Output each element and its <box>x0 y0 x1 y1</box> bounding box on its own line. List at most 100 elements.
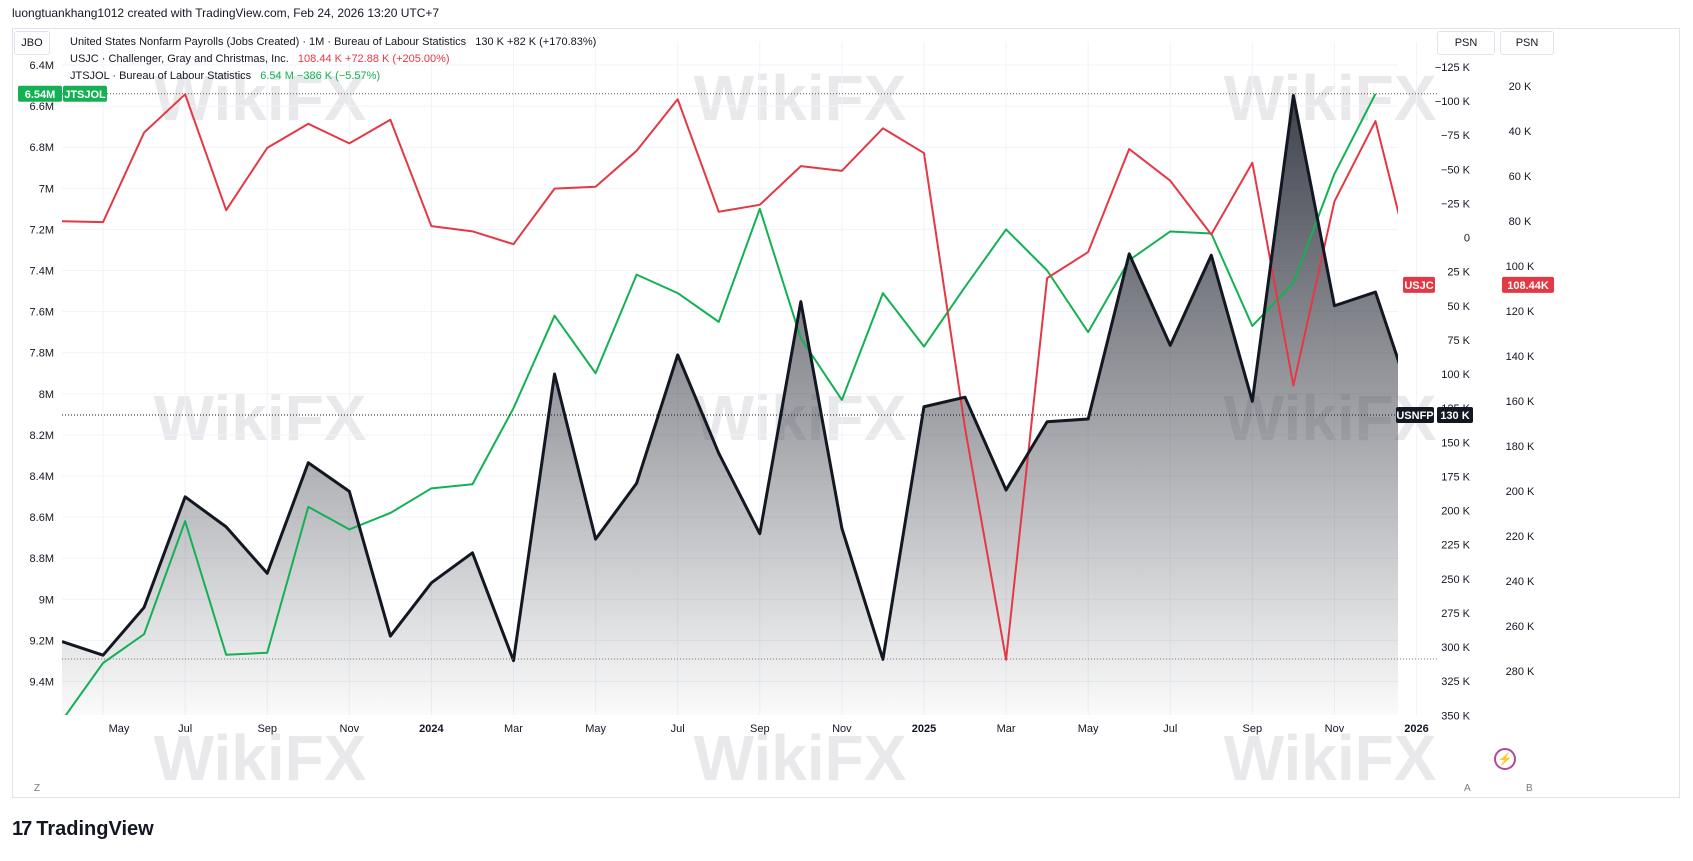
legend-item-usjc[interactable]: USJC · Challenger, Gray and Christmas, I… <box>70 51 596 68</box>
watermark: WikiFX <box>1224 722 1437 794</box>
right-axis-2-tick-label: 180 K <box>1506 441 1535 453</box>
tradingview-logo-icon: 17 <box>12 818 32 840</box>
right-axis-2-tick-label: 100 K <box>1506 261 1535 273</box>
right-axis-1-tick-label: 250 K <box>1441 574 1470 586</box>
right-scale-button-1[interactable]: PSN <box>1437 31 1495 55</box>
right-axis-2-tick-label: 120 K <box>1506 306 1535 318</box>
legend-name: USJC · Challenger, Gray and Christmas, I… <box>70 53 289 65</box>
corner-a[interactable]: A <box>1464 783 1471 794</box>
corner-z[interactable]: Z <box>34 783 41 794</box>
watermark: WikiFX <box>154 722 367 794</box>
x-axis-tick-label: 2024 <box>419 723 444 735</box>
chart-frame <box>12 28 1680 798</box>
x-axis-tick-label: Jul <box>1163 723 1177 735</box>
usjc-value-badge-bg <box>1502 276 1554 293</box>
legend-value: 130 K +82 K (+170.83%) <box>475 36 597 48</box>
x-axis-tick-label: Jul <box>671 723 685 735</box>
right-axis-1-tick-label: 325 K <box>1441 676 1470 688</box>
right-axis-1-tick-label: −75 K <box>1441 130 1471 142</box>
usnfp-value-badge-bg <box>1437 406 1473 423</box>
series-line-usnfp <box>62 94 1398 663</box>
x-axis-tick-label: Nov <box>1325 723 1345 735</box>
right-axis-1-tick-label: 200 K <box>1441 506 1470 518</box>
left-scale-button[interactable]: JBO <box>14 31 50 55</box>
left-axis-tick-label: 9M <box>39 594 54 606</box>
right-axis-2-tick-label: 20 K <box>1509 81 1532 93</box>
x-axis-tick-label: May <box>109 723 130 735</box>
right-axis-1-tick-label: 0 <box>1464 233 1470 245</box>
right-axis-2-tick-label: 40 K <box>1509 126 1532 138</box>
right-axis-2-tick-label: 220 K <box>1506 531 1535 543</box>
right-axis-2-tick-label: 80 K <box>1509 216 1532 228</box>
right-axis-2-tick-label: 60 K <box>1509 171 1532 183</box>
right-axis-1-tick-label: 25 K <box>1447 267 1470 279</box>
right-axis-1-tick-label: 50 K <box>1447 301 1470 313</box>
legend-value: 6.54 M −386 K (−5.57%) <box>260 70 381 82</box>
right-axis-1-tick-label: 225 K <box>1441 540 1470 552</box>
right-scale-button-2[interactable]: PSN <box>1500 31 1554 55</box>
x-axis-tick-label: May <box>585 723 606 735</box>
x-axis-tick-label: 2026 <box>1404 723 1428 735</box>
left-axis-tick-label: 9.4M <box>30 677 54 689</box>
right-axis-1-tick-label: 175 K <box>1441 471 1470 483</box>
left-axis-tick-label: 9.2M <box>30 635 54 647</box>
left-axis-tick-label: 7M <box>39 183 54 195</box>
x-axis-tick-label: Mar <box>504 723 523 735</box>
watermark: WikiFX <box>154 62 367 134</box>
legend-item-jtsjol[interactable]: JTSJOL · Bureau of Labour Statistics 6.5… <box>70 68 596 85</box>
left-axis-tick-label: 8.2M <box>30 430 54 442</box>
usjc-label-badge-bg <box>1403 276 1435 293</box>
left-axis-tick-label: 8.8M <box>30 553 54 565</box>
left-axis-tick-label: 7.8M <box>30 348 54 360</box>
legend-value: 108.44 K +72.88 K (+205.00%) <box>297 53 450 65</box>
left-axis-tick-label: 7.6M <box>30 307 54 319</box>
left-axis-tick-label: 6.8M <box>30 142 54 154</box>
legend-name: JTSJOL · Bureau of Labour Statistics <box>70 70 252 82</box>
x-axis-tick-label: Jul <box>178 723 192 735</box>
left-axis-tick-label: 8.4M <box>30 471 54 483</box>
x-axis-tick-label: Sep <box>257 723 277 735</box>
right-axis-1-tick-label: −125 K <box>1435 62 1471 74</box>
usnfp-value-badge: 130 K <box>1440 410 1469 422</box>
series-line-usjc <box>62 93 1398 661</box>
right-axis-1-tick-label: 100 K <box>1441 369 1470 381</box>
usnfp-label-badge: USNFP <box>1396 410 1433 422</box>
legend-item-usnfp[interactable]: United States Nonfarm Payrolls (Jobs Cre… <box>70 34 596 51</box>
left-axis-tick-label: 6.4M <box>30 60 54 72</box>
legend: United States Nonfarm Payrolls (Jobs Cre… <box>70 34 596 85</box>
usjc-value-badge: 108.44K <box>1507 280 1549 292</box>
x-axis-tick-label: Mar <box>997 723 1016 735</box>
right-axis-2-tick-label: 240 K <box>1506 576 1535 588</box>
jtsjol-label-badge-bg <box>63 85 107 102</box>
left-axis-tick-label: 8M <box>39 389 54 401</box>
x-axis-tick-label: Sep <box>1243 723 1263 735</box>
right-axis-2-tick-label: 200 K <box>1506 486 1535 498</box>
jtsjol-value-badge: 6.54M <box>25 89 56 101</box>
brand-name: TradingView <box>36 818 154 840</box>
x-axis-tick-label: May <box>1078 723 1099 735</box>
right-axis-1-tick-label: 350 K <box>1441 710 1470 722</box>
right-axis-1-tick-label: 150 K <box>1441 437 1470 449</box>
right-axis-1-tick-label: −25 K <box>1441 198 1471 210</box>
right-axis-2-tick-label: 280 K <box>1506 666 1535 678</box>
left-axis-tick-label: 7.2M <box>30 224 54 236</box>
jtsjol-label-badge: JTSJOL <box>64 89 106 101</box>
usjc-label-badge: USJC <box>1404 280 1433 292</box>
right-axis-1-tick-label: 300 K <box>1441 642 1470 654</box>
tradingview-brand[interactable]: 17 TradingView <box>12 818 154 841</box>
x-axis-tick-label: Sep <box>750 723 770 735</box>
attribution: luongtuankhang1012 created with TradingV… <box>12 6 440 20</box>
right-axis-2-tick-label: 160 K <box>1506 396 1535 408</box>
corner-b[interactable]: B <box>1526 783 1533 794</box>
right-axis-1-tick-label: −100 K <box>1435 96 1471 108</box>
x-axis-tick-label: 2025 <box>912 723 936 735</box>
x-axis-tick-label: Nov <box>340 723 360 735</box>
x-axis-tick-label: Nov <box>832 723 852 735</box>
lightning-icon[interactable]: ⚡ <box>1494 748 1516 770</box>
usnfp-label-badge-bg <box>1396 406 1434 423</box>
right-axis-1-tick-label: 75 K <box>1447 335 1470 347</box>
right-axis-2-tick-label: 260 K <box>1506 621 1535 633</box>
left-axis-tick-label: 6.6M <box>30 101 54 113</box>
right-axis-2-tick-label: 140 K <box>1506 351 1535 363</box>
